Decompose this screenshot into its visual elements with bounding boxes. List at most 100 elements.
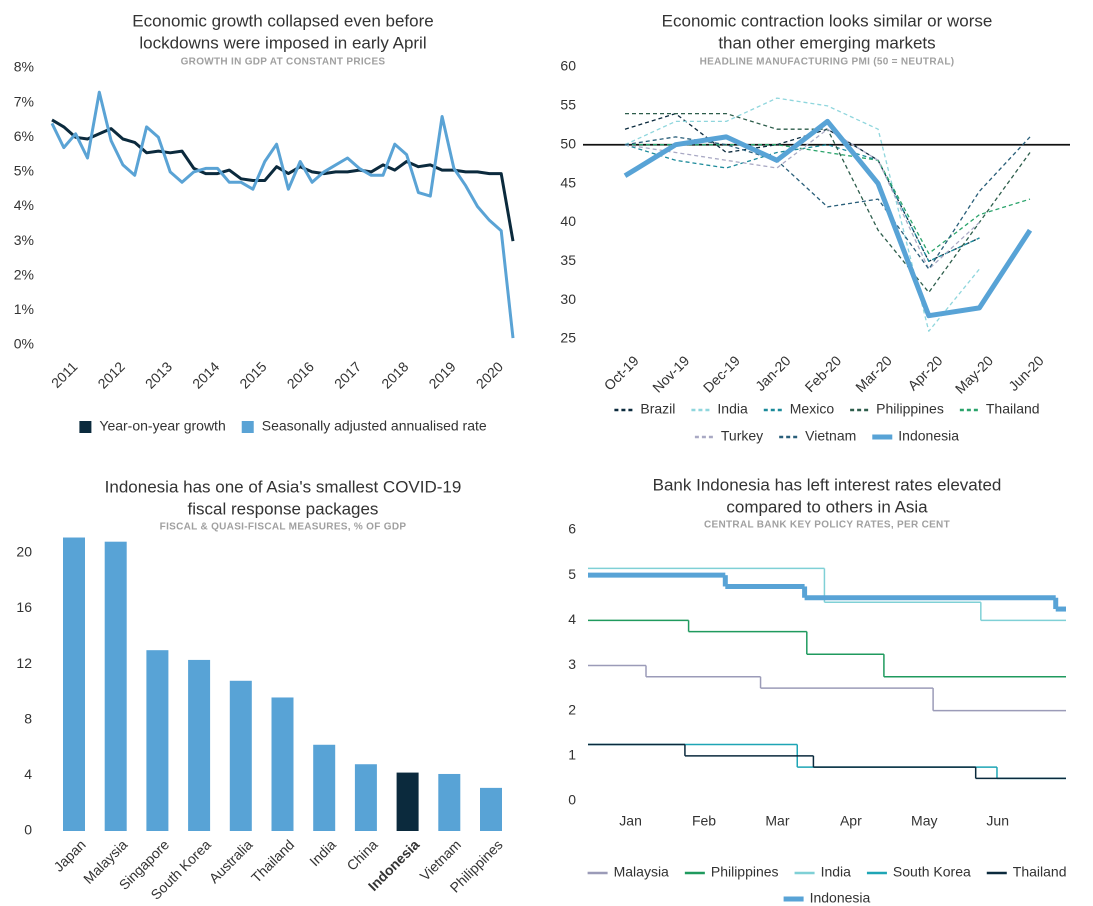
legend-swatch <box>241 421 254 433</box>
x-tick-label: 2016 <box>284 358 317 391</box>
y-tick-label: 45 <box>560 174 576 190</box>
x-tick-label: Mar <box>765 813 789 829</box>
x-tick-label: 2020 <box>473 358 506 391</box>
x-tick-label: 2014 <box>189 358 222 391</box>
bar <box>271 697 294 831</box>
legend-swatch <box>79 421 92 433</box>
x-tick-label: Mar-20 <box>852 352 895 395</box>
y-tick-label: 8% <box>14 59 34 75</box>
x-tick-label: Feb-20 <box>802 352 845 395</box>
legend-row: Malaysia Philippines India South Korea Thail… <box>587 864 1067 880</box>
series-line <box>50 90 515 339</box>
x-tick-label: Jun-20 <box>1005 352 1047 394</box>
x-tick-label: 2013 <box>142 358 175 391</box>
series-line <box>623 118 1033 319</box>
chart-title: Economic growth collapsed even before <box>132 11 433 30</box>
legend-label: Indonesia <box>898 428 959 444</box>
y-tick-label: 4 <box>24 766 32 782</box>
y-tick-label: 35 <box>560 252 576 268</box>
y-tick-label: 12 <box>16 655 32 671</box>
y-tick-label: 1 <box>568 747 576 763</box>
x-tick-label: Jan-20 <box>752 352 794 394</box>
y-tick-label: 2% <box>14 266 34 282</box>
y-tick-label: 3% <box>14 232 34 248</box>
bar <box>438 773 461 831</box>
x-tick-label: 2011 <box>48 358 81 391</box>
x-tick-label: Jan <box>619 813 642 829</box>
series-line <box>624 112 980 262</box>
bar <box>63 537 85 831</box>
legend-row: Turkey Vietnam Indonesia <box>694 428 959 444</box>
series-line <box>624 97 980 332</box>
legend-row: Year-on-year growth Seasonally adjusted a… <box>79 418 487 434</box>
y-tick-label: 1% <box>14 301 34 317</box>
y-tick-label: 60 <box>560 58 576 74</box>
x-tick-label: 2018 <box>378 358 411 391</box>
chart-title: Economic contraction looks similar or wo… <box>662 11 993 30</box>
y-tick-label: 20 <box>16 544 32 560</box>
y-tick-label: 7% <box>14 93 34 109</box>
series-line <box>625 112 1031 294</box>
legend-label: Thailand <box>1013 864 1067 880</box>
chart-title: than other emerging markets <box>718 33 935 52</box>
bar <box>146 650 169 831</box>
chart-title: lockdowns were imposed in early April <box>139 33 426 52</box>
y-tick-label: 5 <box>568 566 576 582</box>
legend-row: Brazil India Mexico Philippines Thailand <box>614 401 1040 417</box>
y-tick-label: 40 <box>560 213 576 229</box>
x-tick-label: 2017 <box>331 358 364 391</box>
y-tick-label: 25 <box>560 330 576 346</box>
x-tick-label: Apr-20 <box>904 352 945 393</box>
chart-subtitle: GROWTH IN GDP AT CONSTANT PRICES <box>181 57 386 68</box>
bar <box>188 659 211 831</box>
y-tick-label: 0% <box>14 336 34 352</box>
series-line <box>625 144 1031 255</box>
legend-label: Brazil <box>640 401 675 417</box>
y-tick-label: 5% <box>14 163 34 179</box>
x-tick-label: Japan <box>50 836 88 874</box>
legend-row: Indonesia <box>783 890 871 906</box>
x-tick-label: China <box>343 836 380 873</box>
legend-label: Year-on-year growth <box>99 418 225 434</box>
y-tick-label: 6% <box>14 128 34 144</box>
y-tick-label: 4% <box>14 197 34 213</box>
x-tick-label: May <box>911 813 937 829</box>
legend-label: Indonesia <box>810 890 871 906</box>
x-tick-label: Dec-19 <box>700 352 743 395</box>
chart-subtitle: HEADLINE MANUFACTURING PMI (50 = NEUTRAL… <box>700 57 955 68</box>
bar <box>104 541 127 831</box>
x-tick-label: Feb <box>692 813 716 829</box>
legend-label: Vietnam <box>805 428 856 444</box>
x-tick-label: Apr <box>840 813 862 829</box>
chart-title: compared to others in Asia <box>726 497 928 516</box>
bar <box>480 787 502 831</box>
x-tick-label: Thailand <box>248 836 297 885</box>
legend-label: Seasonally adjusted annualised rate <box>262 418 487 434</box>
legend-label: Philippines <box>876 401 944 417</box>
bar <box>229 680 252 831</box>
y-tick-label: 0 <box>24 822 32 838</box>
bar <box>313 744 336 831</box>
y-tick-label: 6 <box>568 521 576 537</box>
legend-label: India <box>821 864 852 880</box>
chart-title: Bank Indonesia has left interest rates e… <box>653 475 1002 494</box>
series-line <box>51 118 515 242</box>
series-line <box>624 144 980 262</box>
y-tick-label: 16 <box>16 599 32 615</box>
x-tick-label: Nov-19 <box>649 352 692 395</box>
y-tick-label: 55 <box>560 97 576 113</box>
legend-label: Malaysia <box>614 864 669 880</box>
series-line <box>624 136 1031 270</box>
x-tick-label: Oct-19 <box>601 352 642 393</box>
x-tick-label: Australia <box>206 836 256 886</box>
legend-label: South Korea <box>893 864 971 880</box>
y-tick-label: 50 <box>560 135 576 151</box>
x-tick-label: May-20 <box>952 352 996 396</box>
y-tick-label: 30 <box>560 291 576 307</box>
chart-title: Indonesia has one of Asia's smallest COV… <box>105 477 462 496</box>
x-tick-label: Jun <box>986 813 1009 829</box>
y-tick-label: 2 <box>568 701 576 717</box>
bar <box>354 764 377 831</box>
chart-subtitle: CENTRAL BANK KEY POLICY RATES, PER CENT <box>704 520 950 531</box>
